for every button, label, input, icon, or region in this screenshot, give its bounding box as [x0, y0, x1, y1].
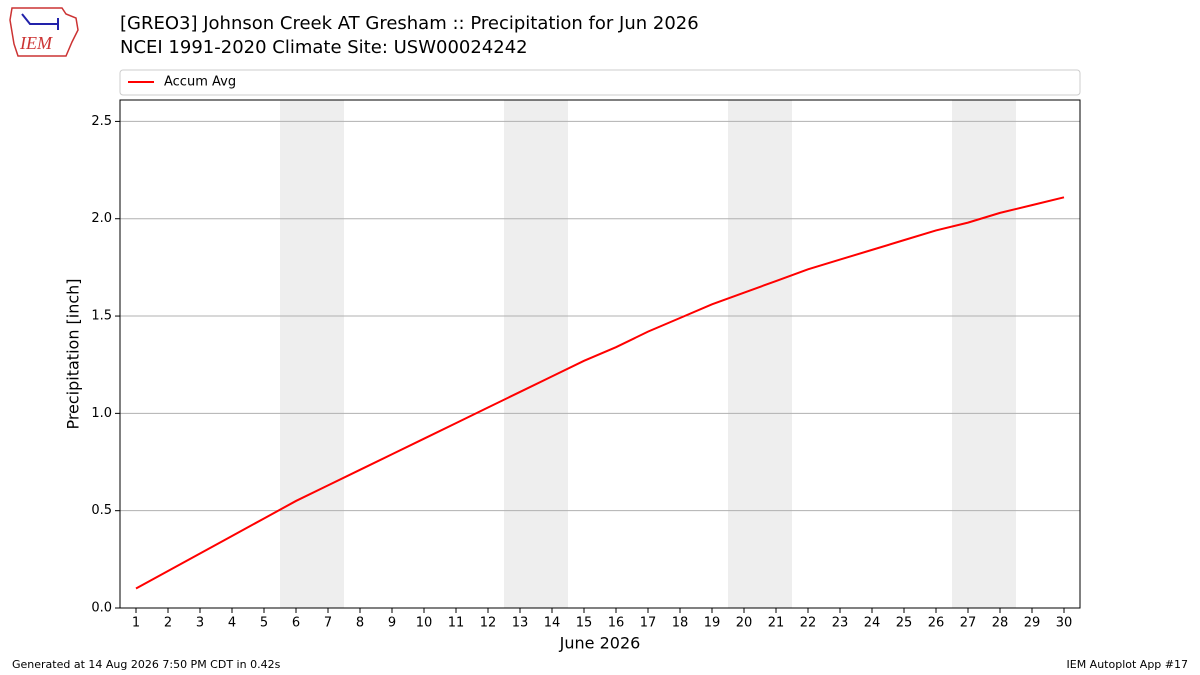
x-tick-label: 29	[1024, 616, 1041, 631]
x-tick-label: 5	[260, 616, 268, 631]
x-tick-label: 17	[640, 616, 657, 631]
x-tick-label: 11	[448, 616, 465, 631]
x-tick-label: 2	[164, 616, 172, 631]
series-line	[135, 196, 1065, 590]
x-tick-label: 4	[228, 616, 236, 631]
x-tick-label: 8	[356, 616, 364, 631]
x-tick-label: 19	[704, 616, 721, 631]
x-tick-label: 9	[388, 616, 396, 631]
x-tick-label: 22	[800, 616, 817, 631]
logo-icon	[21, 13, 59, 30]
plot-frame	[119, 99, 1081, 609]
x-tick-label: 14	[544, 616, 561, 631]
weekend-shade	[728, 100, 792, 608]
logo: IEM	[9, 7, 79, 57]
logo-outline	[9, 7, 79, 57]
x-tick-label: 23	[832, 616, 849, 631]
weekend-shade	[280, 100, 344, 608]
x-tick-label: 3	[196, 616, 204, 631]
x-tick-label: 26	[928, 616, 945, 631]
legend-label: Accum Avg	[164, 75, 236, 90]
x-tick-label: 27	[960, 616, 977, 631]
x-tick-label: 20	[736, 616, 753, 631]
y-tick-label: 2.0	[91, 211, 112, 226]
y-tick-label: 0.0	[91, 601, 112, 616]
x-tick-label: 10	[416, 616, 433, 631]
weekend-shade	[952, 100, 1016, 608]
x-tick-label: 24	[864, 616, 881, 631]
chart-subtitle: NCEI 1991-2020 Climate Site: USW00024242	[120, 37, 528, 58]
legend-box	[119, 69, 1081, 96]
chart-title: [GREO3] Johnson Creek AT Gresham :: Prec…	[120, 13, 699, 34]
x-tick-label: 6	[292, 616, 300, 631]
plot-area: 0.00.51.01.52.02.51 2 3 4 5 6 7 8 9 10 11 12 13 14 15 1…	[91, 69, 1081, 631]
y-tick-label: 1.5	[91, 309, 112, 324]
footer-left: Generated at 14 Aug 2026 7:50 PM CDT in …	[12, 658, 281, 671]
x-tick-label: 12	[480, 616, 497, 631]
x-tick-label: 18	[672, 616, 689, 631]
x-tick-label: 21	[768, 616, 785, 631]
x-tick-label: 13	[512, 616, 529, 631]
x-tick-label: 28	[992, 616, 1009, 631]
y-axis-label: Precipitation [inch]	[64, 278, 83, 429]
x-tick-label: 1	[132, 616, 140, 631]
y-tick-label: 1.0	[91, 406, 112, 421]
x-tick-label: 30	[1056, 616, 1073, 631]
weekend-shade	[504, 100, 568, 608]
x-tick-label: 7	[324, 616, 332, 631]
x-tick-label: 25	[896, 616, 913, 631]
logo-text: IEM	[19, 33, 53, 53]
x-axis-label: June 2026	[559, 634, 641, 653]
x-tick-label: 16	[608, 616, 625, 631]
x-tick-label: 15	[576, 616, 593, 631]
footer-right: IEM Autoplot App #17	[1067, 658, 1189, 671]
y-tick-label: 2.5	[91, 114, 112, 129]
y-tick-label: 0.5	[91, 503, 112, 518]
